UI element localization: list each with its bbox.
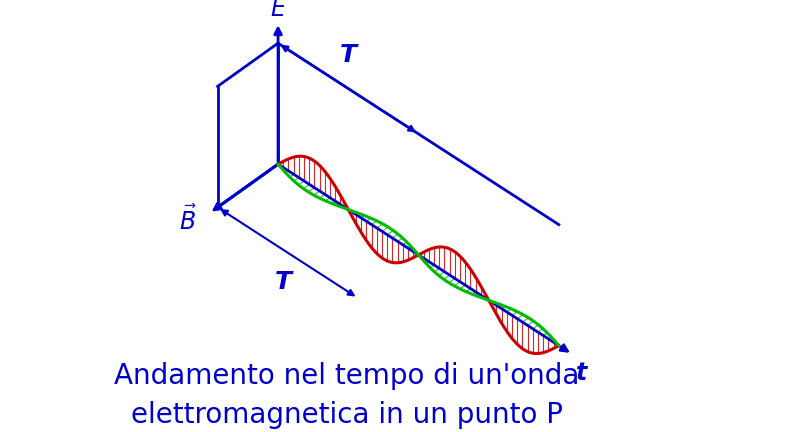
Text: t: t xyxy=(575,361,587,385)
Text: T: T xyxy=(340,43,357,67)
Text: Andamento nel tempo di un'onda: Andamento nel tempo di un'onda xyxy=(114,362,580,390)
Text: elettromagnetica in un punto P: elettromagnetica in un punto P xyxy=(131,401,563,429)
Text: $\vec{E}$: $\vec{E}$ xyxy=(270,0,286,22)
Text: T: T xyxy=(275,270,292,294)
Text: $\vec{B}$: $\vec{B}$ xyxy=(180,206,197,235)
